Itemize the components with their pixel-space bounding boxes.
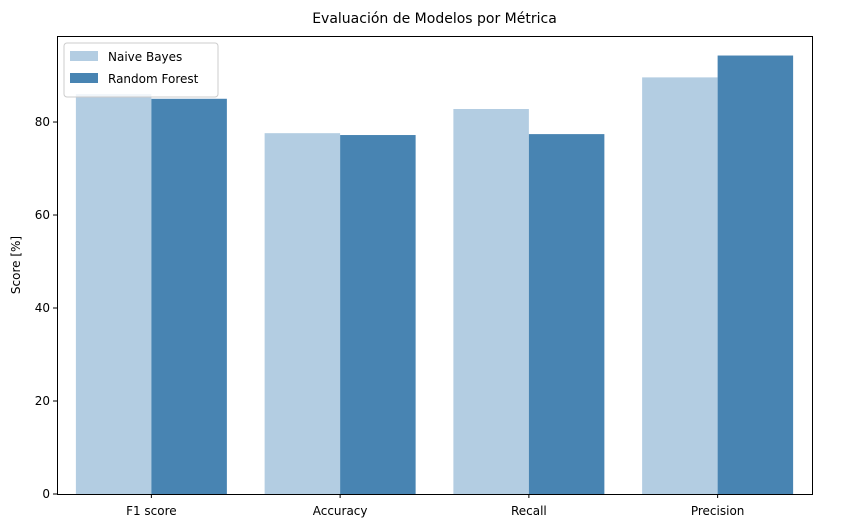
legend-entry: Random Forest: [108, 72, 199, 86]
bar-random-forest-recall: [528, 134, 605, 494]
y-tick-label: 60: [35, 208, 50, 222]
bar-random-forest-f1-score: [151, 98, 227, 494]
bar-random-forest-precision: [717, 55, 794, 495]
y-axis-ticks: 0 20 40 60 80: [35, 115, 57, 501]
bar-naive-bayes-precision: [642, 77, 718, 494]
legend-entry: Naive Bayes: [108, 50, 182, 64]
legend-swatch: [70, 51, 98, 61]
bar-naive-bayes-recall: [453, 109, 529, 495]
bar-random-forest-accuracy: [340, 135, 416, 494]
y-tick-label: 80: [35, 115, 50, 129]
x-tick-label: Recall: [511, 504, 547, 518]
y-tick-label: 40: [35, 301, 50, 315]
legend-box: [63, 42, 219, 98]
x-tick-label: Precision: [691, 504, 745, 518]
plot-frame: [57, 36, 813, 495]
bar-naive-bayes-f1-score: [75, 94, 152, 494]
chart-title: Evaluación de Modelos por Métrica: [312, 11, 557, 27]
y-axis-label: Score [%]: [9, 236, 23, 294]
legend-swatch: [70, 73, 98, 83]
y-tick-label: 20: [35, 394, 50, 408]
legend: Naive Bayes Random Forest: [63, 42, 219, 98]
bars: [75, 55, 794, 495]
x-axis-ticks: F1 score Accuracy Recall Precision: [126, 494, 744, 518]
x-tick-label: Accuracy: [313, 504, 368, 518]
y-tick-label: 0: [42, 487, 50, 501]
bar-naive-bayes-accuracy: [264, 133, 341, 495]
x-tick-label: F1 score: [126, 504, 177, 518]
